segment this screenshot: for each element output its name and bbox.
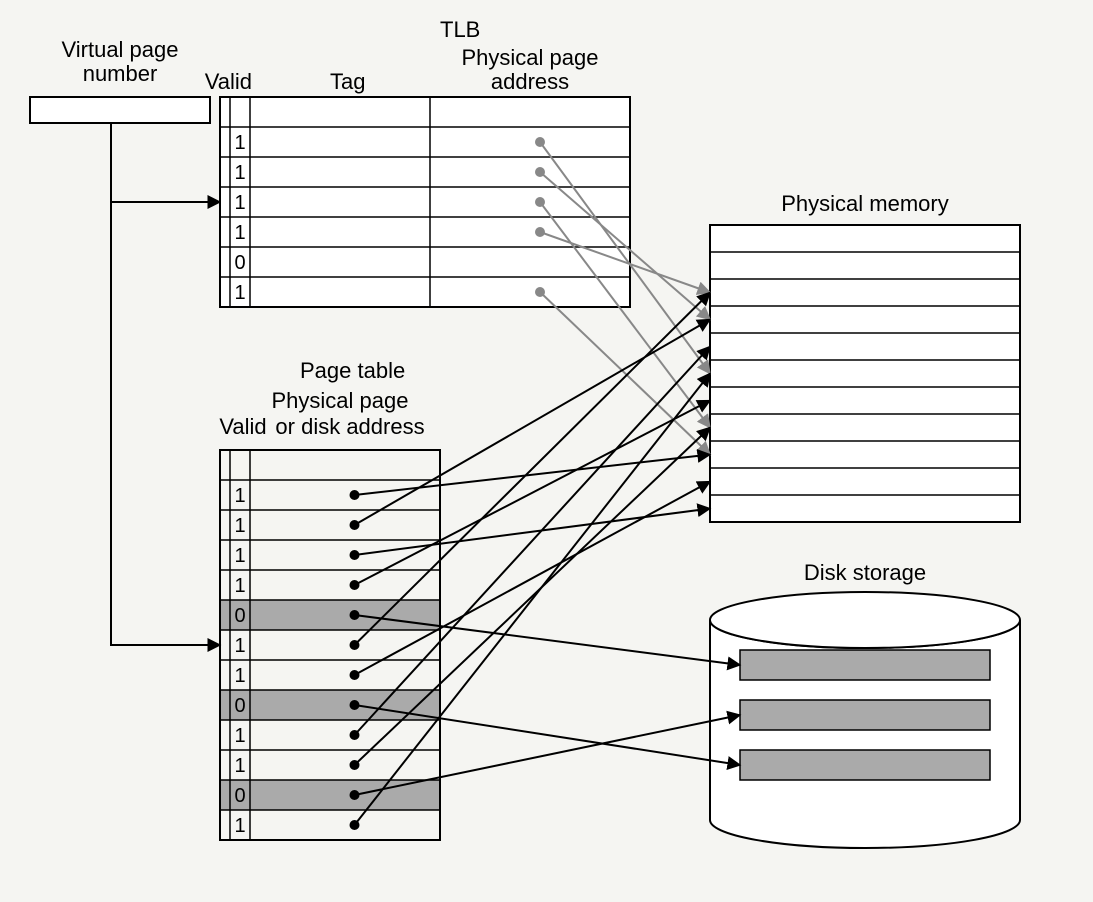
tlb-valid-6: 1 bbox=[234, 282, 245, 304]
svg-text:or disk address: or disk address bbox=[275, 414, 424, 439]
tlb-valid-2: 1 bbox=[234, 162, 245, 184]
tlb-valid-1: 1 bbox=[234, 132, 245, 154]
disk-label: Disk storage bbox=[804, 560, 926, 585]
vpn-to-tlb-arrow bbox=[111, 123, 220, 202]
pt-to-mem-3 bbox=[355, 509, 711, 556]
disk-platter-1 bbox=[740, 700, 990, 730]
pt-shade-5 bbox=[220, 600, 440, 630]
pt-title: Page table bbox=[300, 358, 405, 383]
tlb-valid-3: 1 bbox=[234, 192, 245, 214]
pt-valid-3: 1 bbox=[234, 545, 245, 567]
pt-valid-1: 1 bbox=[234, 485, 245, 507]
pt-valid-6: 1 bbox=[234, 635, 245, 657]
vpn-label-1: Virtual page bbox=[61, 37, 178, 62]
vpn-label-2: number bbox=[83, 61, 158, 86]
pt-valid-8: 0 bbox=[234, 695, 245, 717]
pt-to-mem-6 bbox=[355, 293, 711, 646]
pt-valid-11: 0 bbox=[234, 785, 245, 807]
svg-text:Physical page: Physical page bbox=[462, 45, 599, 70]
pt-valid-12: 1 bbox=[234, 815, 245, 837]
pt-valid-7: 1 bbox=[234, 665, 245, 687]
svg-text:Valid: Valid bbox=[219, 414, 266, 439]
svg-text:Physical page: Physical page bbox=[272, 388, 409, 413]
tlb-valid-5: 0 bbox=[234, 252, 245, 274]
disk-platter-2 bbox=[740, 750, 990, 780]
tlb-table bbox=[220, 97, 630, 307]
pt-to-disk-5 bbox=[355, 615, 741, 665]
pt-valid-4: 1 bbox=[234, 575, 245, 597]
pt-valid-5: 0 bbox=[234, 605, 245, 627]
disk-platter-0 bbox=[740, 650, 990, 680]
vpn-to-pt-arrow bbox=[111, 202, 220, 645]
tlb-valid-4: 1 bbox=[234, 222, 245, 244]
pt-to-mem-10 bbox=[355, 428, 711, 766]
pt-valid-10: 1 bbox=[234, 755, 245, 777]
svg-text:address: address bbox=[491, 69, 569, 94]
vpn-box bbox=[30, 97, 210, 123]
phys-mem bbox=[710, 225, 1020, 522]
svg-text:Valid: Valid bbox=[205, 69, 252, 94]
svg-text:Tag: Tag bbox=[330, 69, 365, 94]
pt-valid-2: 1 bbox=[234, 515, 245, 537]
svg-text:TLB: TLB bbox=[440, 17, 480, 42]
pt-to-mem-1 bbox=[355, 455, 711, 496]
pt-valid-9: 1 bbox=[234, 725, 245, 747]
phys-mem-label: Physical memory bbox=[781, 191, 948, 216]
